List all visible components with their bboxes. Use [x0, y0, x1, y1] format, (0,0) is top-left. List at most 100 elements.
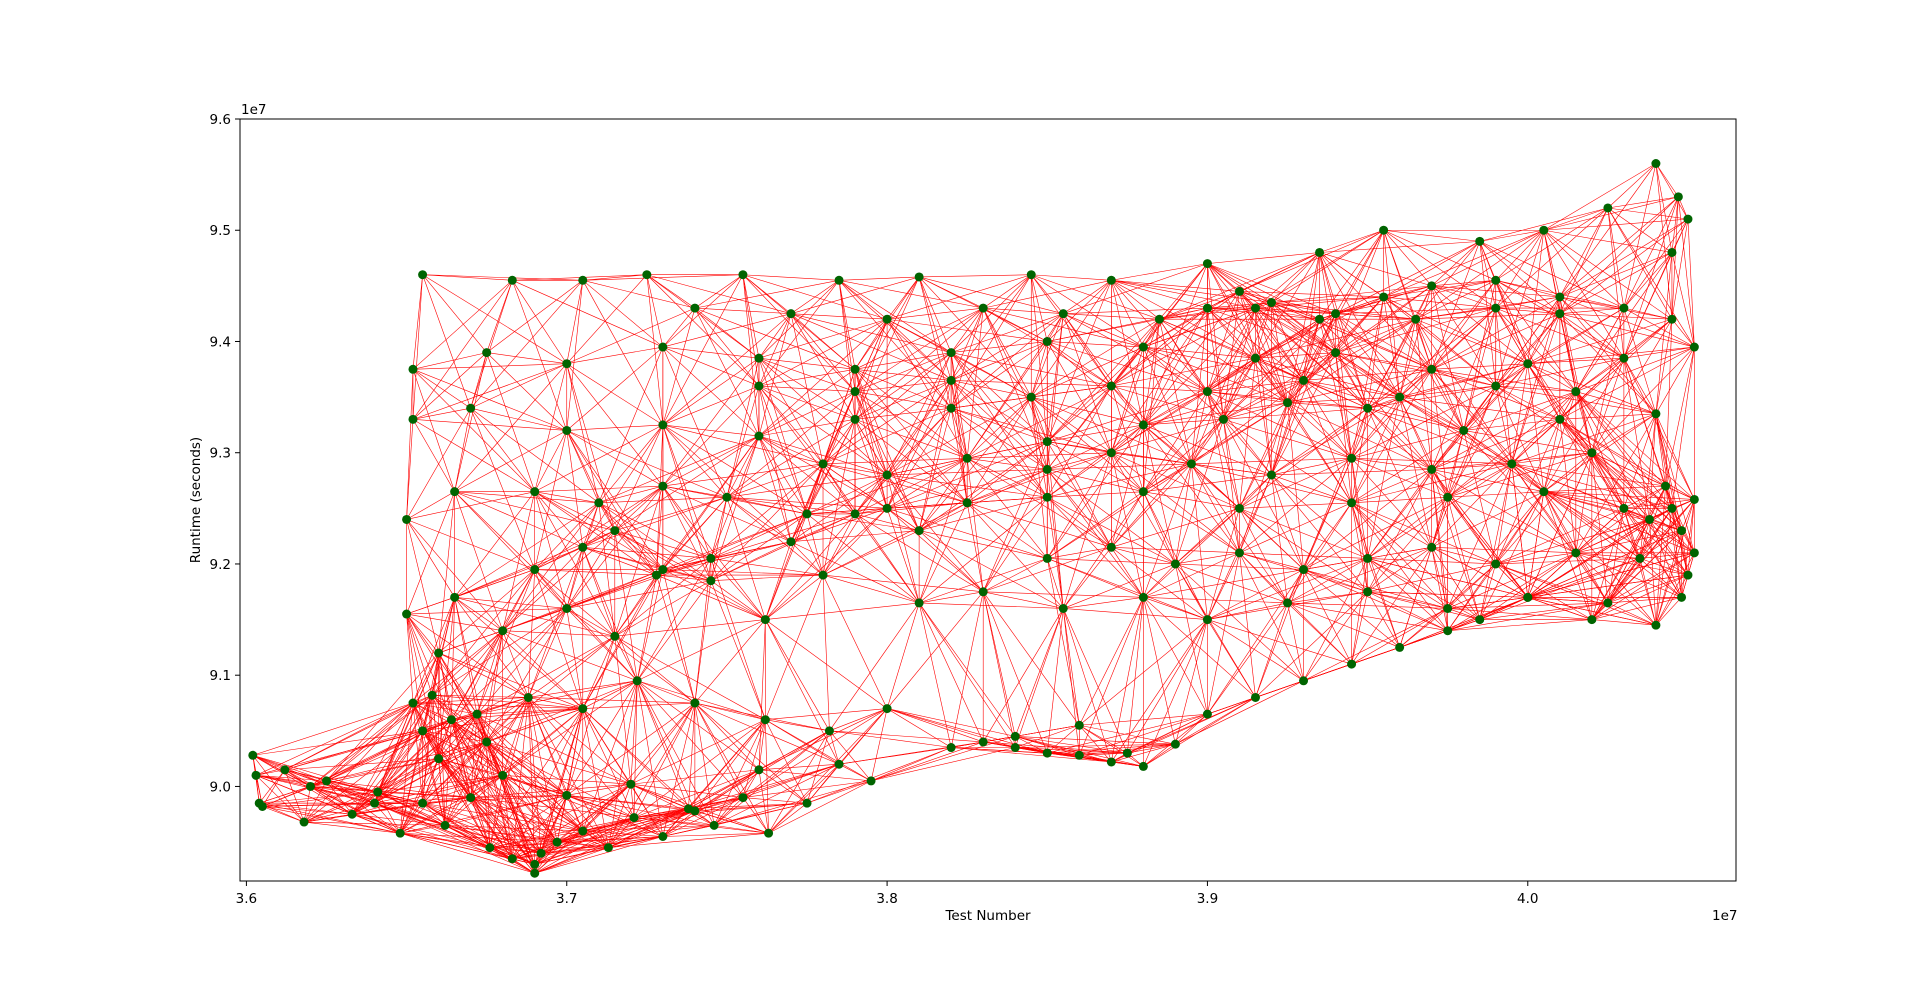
edge-line [1191, 463, 1240, 553]
edge-line [1271, 474, 1352, 504]
edge-line [534, 491, 615, 531]
edge-line [806, 747, 952, 804]
edge-line [1287, 602, 1400, 648]
edge-line [688, 802, 808, 809]
edge-line [1431, 369, 1560, 420]
edge-line [1415, 319, 1496, 387]
data-point [1587, 615, 1597, 625]
edge-line [512, 280, 663, 348]
edge-line [534, 485, 663, 492]
edge-line [1239, 402, 1288, 553]
edge-line [1527, 597, 1608, 604]
edge-line [352, 813, 401, 834]
edge-line [726, 474, 888, 498]
edge-line [1447, 563, 1496, 631]
edge-line [1303, 502, 1352, 570]
edge-line [1367, 319, 1416, 409]
edge-line [1159, 318, 1288, 403]
edge-line [1271, 474, 1288, 603]
edge-line [1191, 308, 1208, 464]
edge-line [1111, 263, 1208, 387]
edge-line [1399, 547, 1432, 648]
edge-line [1399, 307, 1496, 398]
edge-line [1271, 302, 1368, 409]
edge-line [374, 802, 535, 874]
edge-line [982, 469, 1048, 592]
edge-line [1207, 307, 1288, 403]
edge-line [582, 636, 616, 709]
data-point [754, 431, 764, 441]
edge-line [1047, 424, 1144, 470]
edge-line [806, 474, 888, 515]
edge-line [1431, 547, 1448, 609]
edge-line [1351, 430, 1464, 504]
edge-line [1607, 574, 1689, 604]
edge-line [967, 458, 1048, 498]
data-point [850, 509, 860, 519]
edge-line [377, 791, 535, 865]
edge-line [1495, 357, 1624, 387]
edge-line [566, 608, 638, 681]
edge-line [1207, 307, 1256, 359]
edge-line [1303, 469, 1432, 570]
edge-line [502, 630, 615, 637]
data-point [1395, 392, 1405, 402]
edge-line [1431, 285, 1496, 309]
edge-line [438, 758, 535, 865]
edge-line [566, 346, 663, 365]
edge-line [1271, 469, 1432, 476]
edge-line [534, 808, 689, 865]
edge-line [919, 530, 1048, 559]
edge-line [1655, 499, 1695, 626]
edge-line [1143, 357, 1256, 492]
edge-line [304, 821, 446, 826]
data-point [834, 759, 844, 769]
edge-line [422, 730, 535, 865]
edge-line [637, 680, 744, 798]
edge-line [406, 369, 414, 520]
edge-line [1255, 352, 1336, 359]
edge-line [1559, 296, 1695, 348]
edge-line [871, 747, 1016, 782]
edge-line [614, 569, 664, 637]
edge-line [1159, 319, 1224, 420]
edge-line [1030, 397, 1048, 470]
edge-line [284, 769, 375, 804]
edge-line [1159, 252, 1320, 320]
edge-line [758, 385, 792, 542]
edge-line [412, 419, 535, 492]
edge-line [1255, 307, 1304, 381]
edge-line [854, 319, 888, 370]
edge-line [966, 441, 1048, 504]
edge-line [1031, 274, 1144, 348]
edge-line [1047, 546, 1112, 559]
edge-line [374, 775, 503, 804]
edge-line [854, 391, 968, 503]
edge-line [1143, 597, 1208, 620]
edge-line [983, 307, 1048, 342]
edge-line [1079, 724, 1176, 745]
edge-line [1655, 346, 1695, 414]
edge-line [1239, 474, 1272, 553]
edge-line [919, 274, 1032, 278]
edge-line [854, 513, 920, 604]
data-point [1683, 570, 1693, 580]
edge-line [1351, 396, 1400, 503]
edge-line [1671, 196, 1679, 253]
edge-line [1030, 341, 1048, 398]
edge-line [1367, 369, 1432, 409]
edge-line [422, 741, 487, 804]
edge-line [646, 274, 664, 425]
edge-line [608, 702, 696, 848]
edge-line [1559, 163, 1657, 298]
edge-line [1111, 452, 1240, 554]
edge-line [566, 795, 695, 812]
edge-line [710, 580, 766, 620]
edge-line [1319, 230, 1384, 320]
edge-line [1159, 318, 1304, 381]
edge-line [983, 307, 1064, 314]
edge-line [451, 719, 491, 848]
edge-line [566, 608, 615, 637]
edge-line [1575, 391, 1666, 487]
data-point [440, 820, 450, 830]
